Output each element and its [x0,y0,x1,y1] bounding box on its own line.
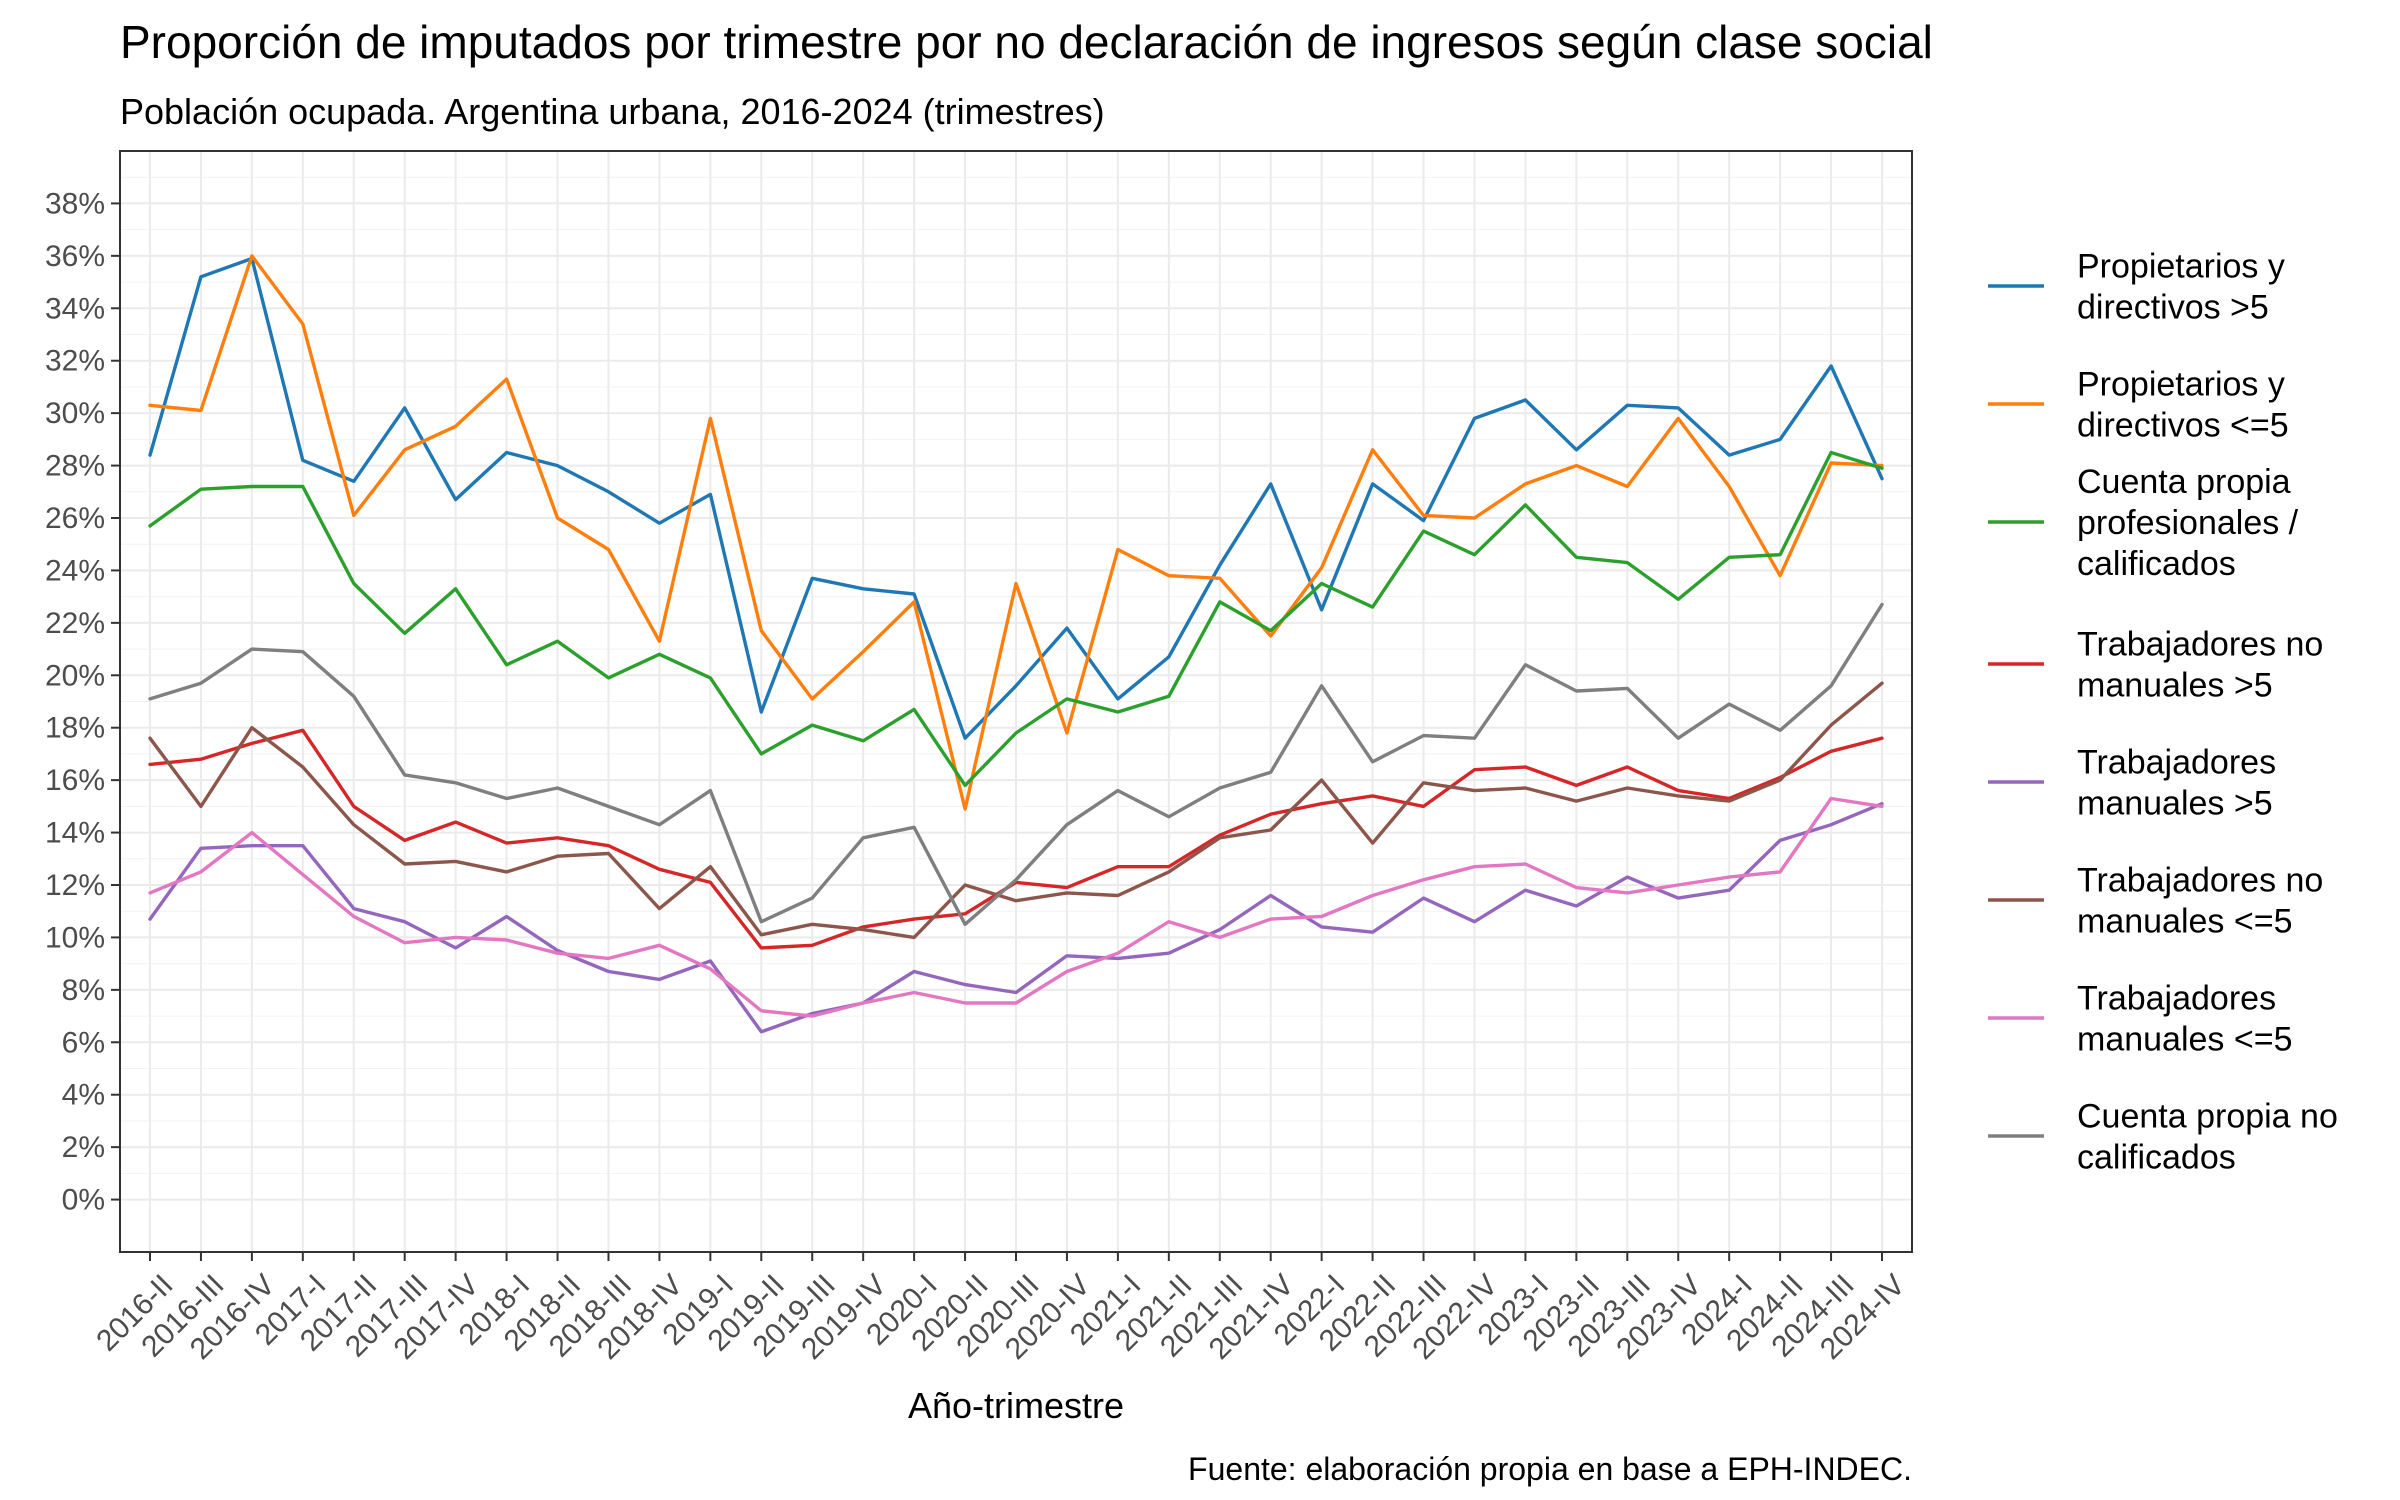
y-tick-label: 24% [45,554,105,587]
legend-label: Propietarios y directivos <=5 [2077,366,2289,445]
legend-item: Propietarios y directivos <=5 [1988,366,2289,445]
y-tick-label: 26% [45,502,105,535]
y-tick-label: 18% [45,712,105,745]
chart-caption: Fuente: elaboración propia en base a EPH… [1188,1451,1912,1487]
legend-label: Cuenta propia profesionales / calificados [2077,463,2299,583]
y-tick-label: 14% [45,817,105,850]
y-tick-label: 8% [62,974,105,1007]
series-line [148,256,1884,740]
y-tick-label: 2% [62,1131,105,1164]
series-line [148,254,1884,811]
legend-label-line: calificados [2077,1139,2236,1177]
legend-item: Cuenta propia profesionales / calificados [1988,463,2299,583]
y-tick-label: 6% [62,1026,105,1059]
series-line [148,728,1884,950]
legend-label-line: manuales <=5 [2077,903,2293,941]
y-tick-label: 30% [45,397,105,430]
legend-label-line: Trabajadores [2077,980,2276,1018]
legend-label-line: calificados [2077,545,2236,583]
series-line [148,796,1884,1018]
chart-title: Proporción de imputados por trimestre po… [120,16,1933,68]
y-tick-label: 32% [45,345,105,378]
legend-label-line: directivos >5 [2077,289,2269,327]
legend-item: Trabajadores manuales <=5 [1988,980,2293,1059]
series-line [148,450,1884,788]
y-axis: 0% 2% 4% 6% 8% 10% 12% 14% 16% 18% 20% 22% 24% 26% 28%… [45,187,120,1217]
y-tick-label: 16% [45,764,105,797]
legend-label-line: Trabajadores no [2077,626,2323,664]
y-tick-label: 28% [45,450,105,483]
legend-label-line: manuales >5 [2077,785,2273,823]
y-tick-label: 20% [45,659,105,692]
y-tick-label: 4% [62,1079,105,1112]
legend-item: Propietarios y directivos >5 [1988,248,2285,327]
legend-item: Trabajadores manuales >5 [1988,744,2276,823]
legend-label-line: Cuenta propia [2077,463,2291,501]
y-tick-label: 10% [45,921,105,954]
legend-label-line: directivos <=5 [2077,407,2289,445]
x-axis: 2016-II2016-III2016-IV2017-I2017-II2017-… [90,1252,1912,1366]
legend-label: Trabajadores manuales >5 [2077,744,2276,823]
legend: Propietarios y directivos >5Propietarios … [1988,248,2338,1177]
legend-label-line: profesionales / [2077,504,2299,542]
series-layer [148,254,1884,1034]
legend-label: Cuenta propia no calificados [2077,1098,2338,1177]
legend-item: Cuenta propia no calificados [1988,1098,2338,1177]
legend-label-line: Cuenta propia no [2077,1098,2338,1136]
legend-label: Propietarios y directivos >5 [2077,248,2285,327]
x-axis-title: Año-trimestre [908,1385,1124,1426]
series-line [148,602,1884,926]
legend-label: Trabajadores no manuales >5 [2077,626,2323,705]
legend-item: Trabajadores no manuales >5 [1988,626,2323,705]
legend-label: Trabajadores manuales <=5 [2077,980,2293,1059]
legend-label-line: manuales >5 [2077,667,2273,705]
legend-label-line: Propietarios y [2077,248,2285,286]
series-line [148,681,1884,940]
legend-label-line: manuales <=5 [2077,1021,2293,1059]
y-tick-label: 12% [45,869,105,902]
grid [120,151,1912,1252]
legend-item: Trabajadores no manuales <=5 [1988,862,2323,941]
y-tick-label: 34% [45,292,105,325]
y-tick-label: 38% [45,187,105,220]
y-tick-label: 36% [45,240,105,273]
chart-subtitle: Población ocupada. Argentina urbana, 201… [120,91,1105,132]
y-tick-label: 22% [45,607,105,640]
legend-label-line: Trabajadores no [2077,862,2323,900]
legend-label-line: Propietarios y [2077,366,2285,404]
y-tick-label: 0% [62,1184,105,1217]
legend-label-line: Trabajadores [2077,744,2276,782]
legend-label: Trabajadores no manuales <=5 [2077,862,2323,941]
